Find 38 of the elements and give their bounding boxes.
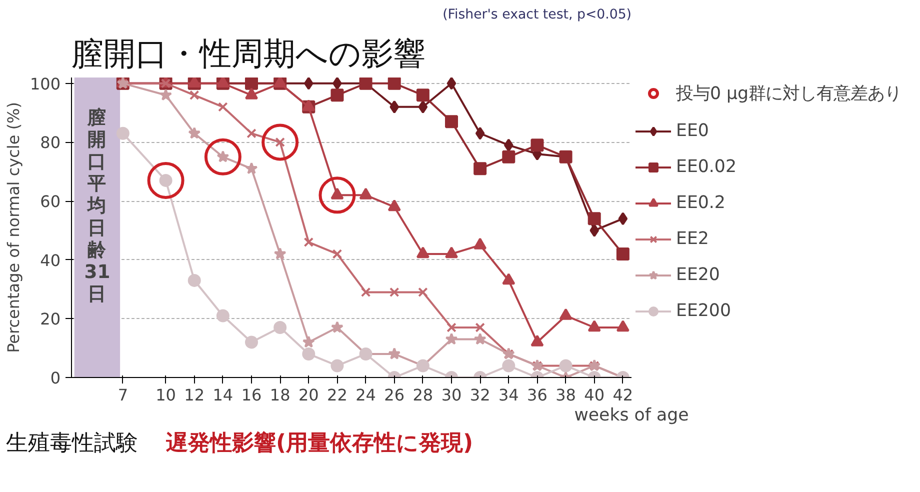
legend-label: EE0.2: [676, 193, 726, 213]
text: 膣開口平均日齢31日: [84, 108, 110, 305]
y-tick-label: 20: [40, 310, 60, 329]
y-axis-title: Percentage of normal cycle (%): [4, 102, 23, 353]
x-tick-label: 14: [212, 386, 234, 404]
legend-label: EE20: [676, 265, 720, 285]
x-axis-title: weeks of age: [574, 406, 689, 426]
text: 生殖毒性試験: [6, 431, 138, 456]
x-tick-label: 34: [498, 386, 519, 404]
y-tick-label: 100: [30, 74, 61, 94]
x-tick-label: 28: [412, 386, 434, 404]
x-tick-label: 12: [184, 386, 205, 404]
x-tick-label: 36: [527, 386, 548, 404]
x-tick-label: 22: [327, 386, 348, 404]
x-tick-label: 10: [156, 386, 176, 404]
y-tick-label: 80: [40, 133, 60, 152]
chart-title: 膣開口・性周期への影響: [72, 34, 426, 72]
x-tick-label: 24: [356, 386, 376, 404]
y-tick-label: 0: [50, 368, 61, 388]
legend-label: EE0.02: [676, 157, 736, 177]
y-tick-label: 40: [40, 250, 60, 270]
x-tick-label: 30: [441, 386, 462, 404]
legend-label: EE200: [676, 301, 731, 321]
x-tick-label: 16: [241, 386, 262, 404]
text: (Fisher's exact test, p<0.05): [442, 8, 632, 22]
x-tick-label: 42: [612, 386, 634, 404]
x-tick-label: 38: [556, 386, 576, 404]
legend-label: EE2: [676, 229, 709, 249]
x-tick-label: 40: [584, 386, 605, 404]
x-tick-label: 20: [298, 386, 319, 404]
y-tick-label: 60: [40, 192, 60, 212]
x-tick-label: 7: [118, 386, 128, 404]
legend-label: EE0: [676, 121, 709, 141]
x-tick-label: 18: [270, 386, 290, 404]
legend-label: 投与0 μg群に対し有意差あり: [676, 83, 902, 105]
x-tick-label: 26: [384, 386, 405, 404]
x-tick-label: 32: [470, 386, 490, 404]
text: 遅発性影響(用量依存性に発現): [166, 431, 474, 456]
